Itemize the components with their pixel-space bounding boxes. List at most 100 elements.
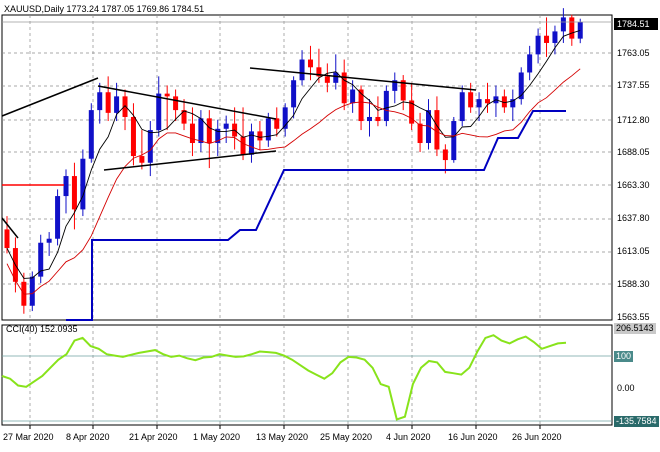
bullish-candle	[63, 176, 69, 197]
x-tick-label: 13 May 2020	[256, 432, 309, 442]
y-tick-label: 1737.55	[617, 80, 650, 90]
bullish-candle	[198, 118, 204, 144]
bearish-candle	[4, 229, 10, 249]
bullish-candle	[459, 92, 465, 122]
cci-min-tag: -135.7584	[614, 416, 659, 427]
trend-line	[1, 217, 19, 239]
bearish-candle	[240, 136, 246, 155]
y-tick-label: 1663.30	[617, 180, 650, 190]
bearish-candle	[417, 123, 423, 144]
bearish-candle	[341, 72, 347, 104]
bullish-candle	[577, 22, 583, 39]
bearish-candle	[164, 93, 170, 97]
x-tick-label: 27 Mar 2020	[3, 432, 54, 442]
y-tick-label: 1763.05	[617, 48, 650, 58]
bullish-candle	[518, 72, 524, 100]
bullish-candle	[527, 54, 533, 73]
bearish-candle	[375, 116, 381, 122]
bearish-candle	[122, 96, 128, 117]
bearish-candle	[173, 96, 179, 111]
bearish-candle	[316, 67, 322, 77]
bullish-candle	[476, 99, 482, 108]
bullish-candle	[88, 110, 94, 159]
bearish-candle	[257, 131, 263, 141]
cci-pane-frame	[1, 324, 613, 426]
bullish-candle	[282, 107, 288, 129]
bullish-candle	[383, 90, 389, 122]
bearish-candle	[409, 100, 415, 124]
x-tick-label: 21 Apr 2020	[129, 432, 178, 442]
bullish-candle	[426, 110, 431, 144]
bearish-candle	[181, 110, 187, 124]
x-tick-label: 26 Jun 2020	[512, 432, 562, 442]
cci-line	[1, 334, 567, 421]
moving-average-fast-line	[6, 29, 581, 279]
bearish-candle	[130, 116, 136, 157]
y-tick-label: 1588.30	[617, 279, 650, 289]
bearish-candle	[206, 118, 212, 144]
bearish-candle	[71, 176, 77, 210]
bullish-candle	[114, 96, 120, 113]
bullish-candle	[265, 118, 271, 141]
y-tick-label: 1688.05	[617, 147, 650, 157]
y-tick-label: 1637.80	[617, 213, 650, 223]
bullish-candle	[97, 92, 103, 111]
bearish-candle	[569, 17, 575, 39]
bullish-candle	[29, 276, 35, 306]
x-tick-label: 16 Jun 2020	[448, 432, 498, 442]
cci-max-tag: 206.5143	[614, 323, 656, 334]
x-tick-label: 8 Apr 2020	[66, 432, 110, 442]
chart-title: XAUUSD,Daily 1773.24 1787.05 1769.86 178…	[4, 4, 205, 14]
cci-title: CCI(40) 152.0935	[6, 324, 78, 334]
bearish-candle	[485, 99, 491, 104]
bullish-candle	[366, 116, 372, 122]
bullish-candle	[147, 130, 153, 163]
bullish-candle	[560, 17, 566, 32]
bearish-candle	[105, 92, 111, 113]
trend-line	[1, 77, 99, 117]
x-tick-label: 4 Jun 2020	[386, 432, 431, 442]
trend-line	[249, 67, 477, 91]
trend-line	[103, 150, 277, 171]
bullish-candle	[46, 238, 52, 243]
bullish-candle	[223, 123, 229, 129]
bearish-candle	[139, 156, 145, 163]
main-pane-frame	[1, 14, 613, 321]
bullish-candle	[80, 158, 86, 210]
y-tick-label: 1712.80	[617, 115, 650, 125]
bullish-candle	[510, 99, 516, 108]
trend-line	[97, 85, 277, 120]
bearish-candle	[544, 35, 550, 43]
bullish-candle	[451, 121, 457, 161]
bullish-candle	[156, 93, 162, 131]
bullish-candle	[215, 128, 221, 144]
bullish-candle	[392, 80, 398, 91]
bullish-candle	[552, 31, 558, 43]
bearish-candle	[442, 149, 448, 161]
bearish-candle	[274, 118, 280, 129]
y-tick-label: 1613.05	[617, 246, 650, 256]
bullish-candle	[350, 89, 356, 104]
y-tick-label: 1563.55	[617, 312, 650, 322]
bearish-candle	[307, 59, 313, 68]
bearish-candle	[468, 92, 474, 108]
bearish-candle	[358, 89, 364, 122]
bearish-candle	[501, 96, 507, 108]
x-tick-label: 1 May 2020	[193, 432, 241, 442]
bullish-candle	[248, 131, 254, 155]
bullish-candle	[535, 35, 541, 55]
x-tick-label: 25 May 2020	[320, 432, 373, 442]
trailing-stop-line	[66, 110, 566, 321]
bearish-candle	[434, 110, 440, 150]
bullish-candle	[55, 196, 61, 239]
bearish-candle	[324, 76, 330, 83]
moving-average-slow-line	[6, 68, 581, 295]
cci-100-tag: 100	[614, 351, 634, 362]
bearish-candle	[400, 80, 406, 101]
bullish-candle	[38, 242, 44, 277]
bearish-candle	[189, 123, 195, 144]
bullish-candle	[299, 59, 305, 81]
cci-zero-label: 0.00	[617, 383, 635, 393]
